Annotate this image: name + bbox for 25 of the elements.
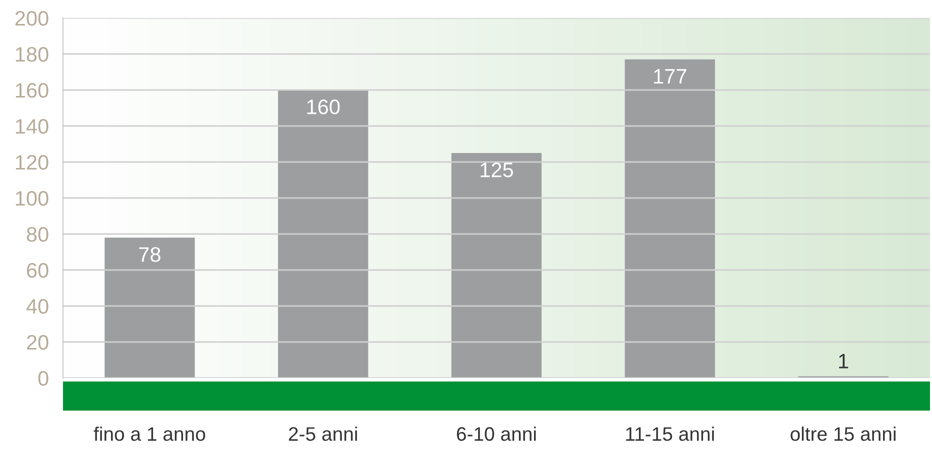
- y-tick-label: 200: [15, 11, 48, 26]
- x-tick-label: 11-15 anni: [626, 426, 714, 441]
- bar: [104, 238, 195, 378]
- y-tick-label: 120: [16, 155, 48, 170]
- x-tick-label: oltre 15 anni: [790, 426, 896, 441]
- bar: [451, 153, 542, 378]
- data-label: 177: [654, 69, 686, 84]
- data-label: 160: [307, 100, 340, 114]
- y-tick-label: 20: [26, 335, 48, 350]
- y-tick-label: 0: [38, 371, 48, 386]
- x-tick-label: 2-5 anni: [288, 426, 357, 441]
- y-tick-label: 60: [27, 263, 48, 278]
- data-label: 78: [139, 247, 160, 262]
- y-tick-label: 100: [16, 191, 48, 206]
- y-tick-label: 80: [26, 227, 48, 242]
- y-tick-label: 180: [16, 47, 48, 62]
- y-tick-label: 160: [16, 83, 48, 98]
- data-label: 125: [480, 162, 514, 178]
- x-tick-label: 6-10 anni: [456, 426, 536, 441]
- bar: [278, 90, 368, 378]
- y-tick-label: 140: [16, 119, 48, 134]
- y-tick-label: 40: [26, 299, 48, 314]
- bar: [624, 59, 715, 378]
- data-label: 1: [839, 354, 848, 368]
- x-tick-label: fino a 1 anno: [94, 426, 206, 441]
